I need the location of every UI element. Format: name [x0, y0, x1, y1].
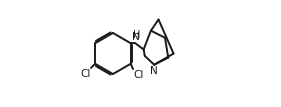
Text: H: H [133, 30, 140, 40]
Text: Cl: Cl [133, 70, 144, 80]
Text: N: N [150, 66, 157, 76]
Text: N: N [132, 32, 140, 42]
Text: Cl: Cl [80, 69, 90, 79]
